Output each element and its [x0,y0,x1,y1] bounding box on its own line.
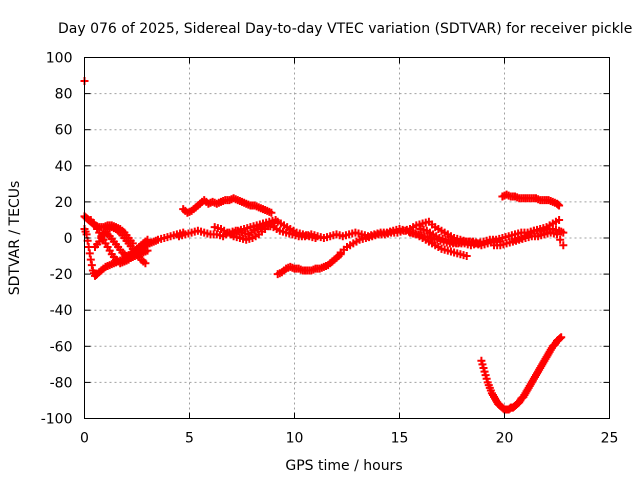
y-tick-label: -60 [50,339,73,355]
data-point [559,241,568,250]
axis-ticks [84,57,610,419]
data-point [555,201,564,210]
y-tick-label: 0 [64,231,73,247]
data-point [555,215,564,224]
data-point [559,228,568,237]
data-point [86,255,95,264]
x-tick-label: 20 [496,431,514,447]
x-axis-label: GPS time / hours [285,458,402,474]
x-tick-label: 0 [80,431,89,447]
data-point [141,259,150,268]
y-tick-label: 40 [55,159,73,175]
y-tick-label: -100 [41,412,73,428]
data-point [143,235,152,244]
y-tick-label: 60 [55,123,73,139]
y-tick-label: -20 [50,267,73,283]
data-point [267,208,276,217]
x-tick-label: 15 [391,431,409,447]
data-point [82,230,91,239]
y-tick-label: -40 [50,303,73,319]
data-point [311,234,320,242]
data-point [553,230,561,239]
data-point [87,261,96,270]
y-tick-label: 20 [55,195,73,211]
x-tick-label: 5 [185,431,194,447]
data-points [80,76,568,414]
data-point [271,215,280,224]
data-point [462,252,471,261]
y-tick-label: 80 [55,87,73,103]
x-tick-label: 10 [286,431,304,447]
tick-labels: 0 5 10 15 20 25 -100 -80 -60 -40 -20 0 20 40 60 80 100 [41,51,619,447]
chart-title: Day 076 of 2025, Sidereal Day-to-day VTE… [58,21,632,37]
data-point [557,333,566,342]
data-point [85,249,94,258]
y-tick-label: -80 [50,375,73,391]
y-tick-label: 100 [46,51,73,67]
y-axis-label: SDTVAR / TECUs [7,181,23,296]
x-tick-label: 25 [601,431,619,447]
data-point [556,235,565,244]
